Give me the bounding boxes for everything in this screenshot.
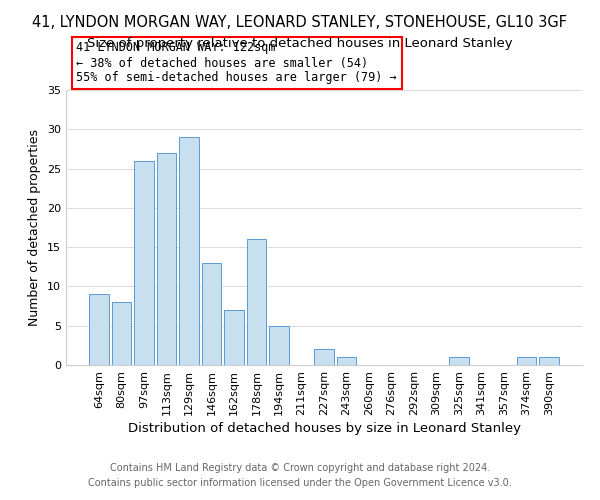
X-axis label: Distribution of detached houses by size in Leonard Stanley: Distribution of detached houses by size …	[128, 422, 521, 435]
Bar	[314, 350, 334, 365]
Bar	[134, 160, 154, 365]
Bar	[269, 326, 289, 365]
Text: 41 LYNDON MORGAN WAY: 122sqm
← 38% of detached houses are smaller (54)
55% of se: 41 LYNDON MORGAN WAY: 122sqm ← 38% of de…	[76, 42, 397, 84]
Bar	[224, 310, 244, 365]
Bar	[89, 294, 109, 365]
Text: Contains HM Land Registry data © Crown copyright and database right 2024.
Contai: Contains HM Land Registry data © Crown c…	[88, 462, 512, 487]
Text: 41, LYNDON MORGAN WAY, LEONARD STANLEY, STONEHOUSE, GL10 3GF: 41, LYNDON MORGAN WAY, LEONARD STANLEY, …	[32, 15, 568, 30]
Bar	[337, 357, 356, 365]
Bar	[179, 137, 199, 365]
Bar	[157, 153, 176, 365]
Bar	[539, 357, 559, 365]
Bar	[449, 357, 469, 365]
Bar	[112, 302, 131, 365]
Text: Size of property relative to detached houses in Leonard Stanley: Size of property relative to detached ho…	[87, 38, 513, 51]
Bar	[517, 357, 536, 365]
Y-axis label: Number of detached properties: Number of detached properties	[28, 129, 41, 326]
Bar	[202, 263, 221, 365]
Bar	[247, 240, 266, 365]
